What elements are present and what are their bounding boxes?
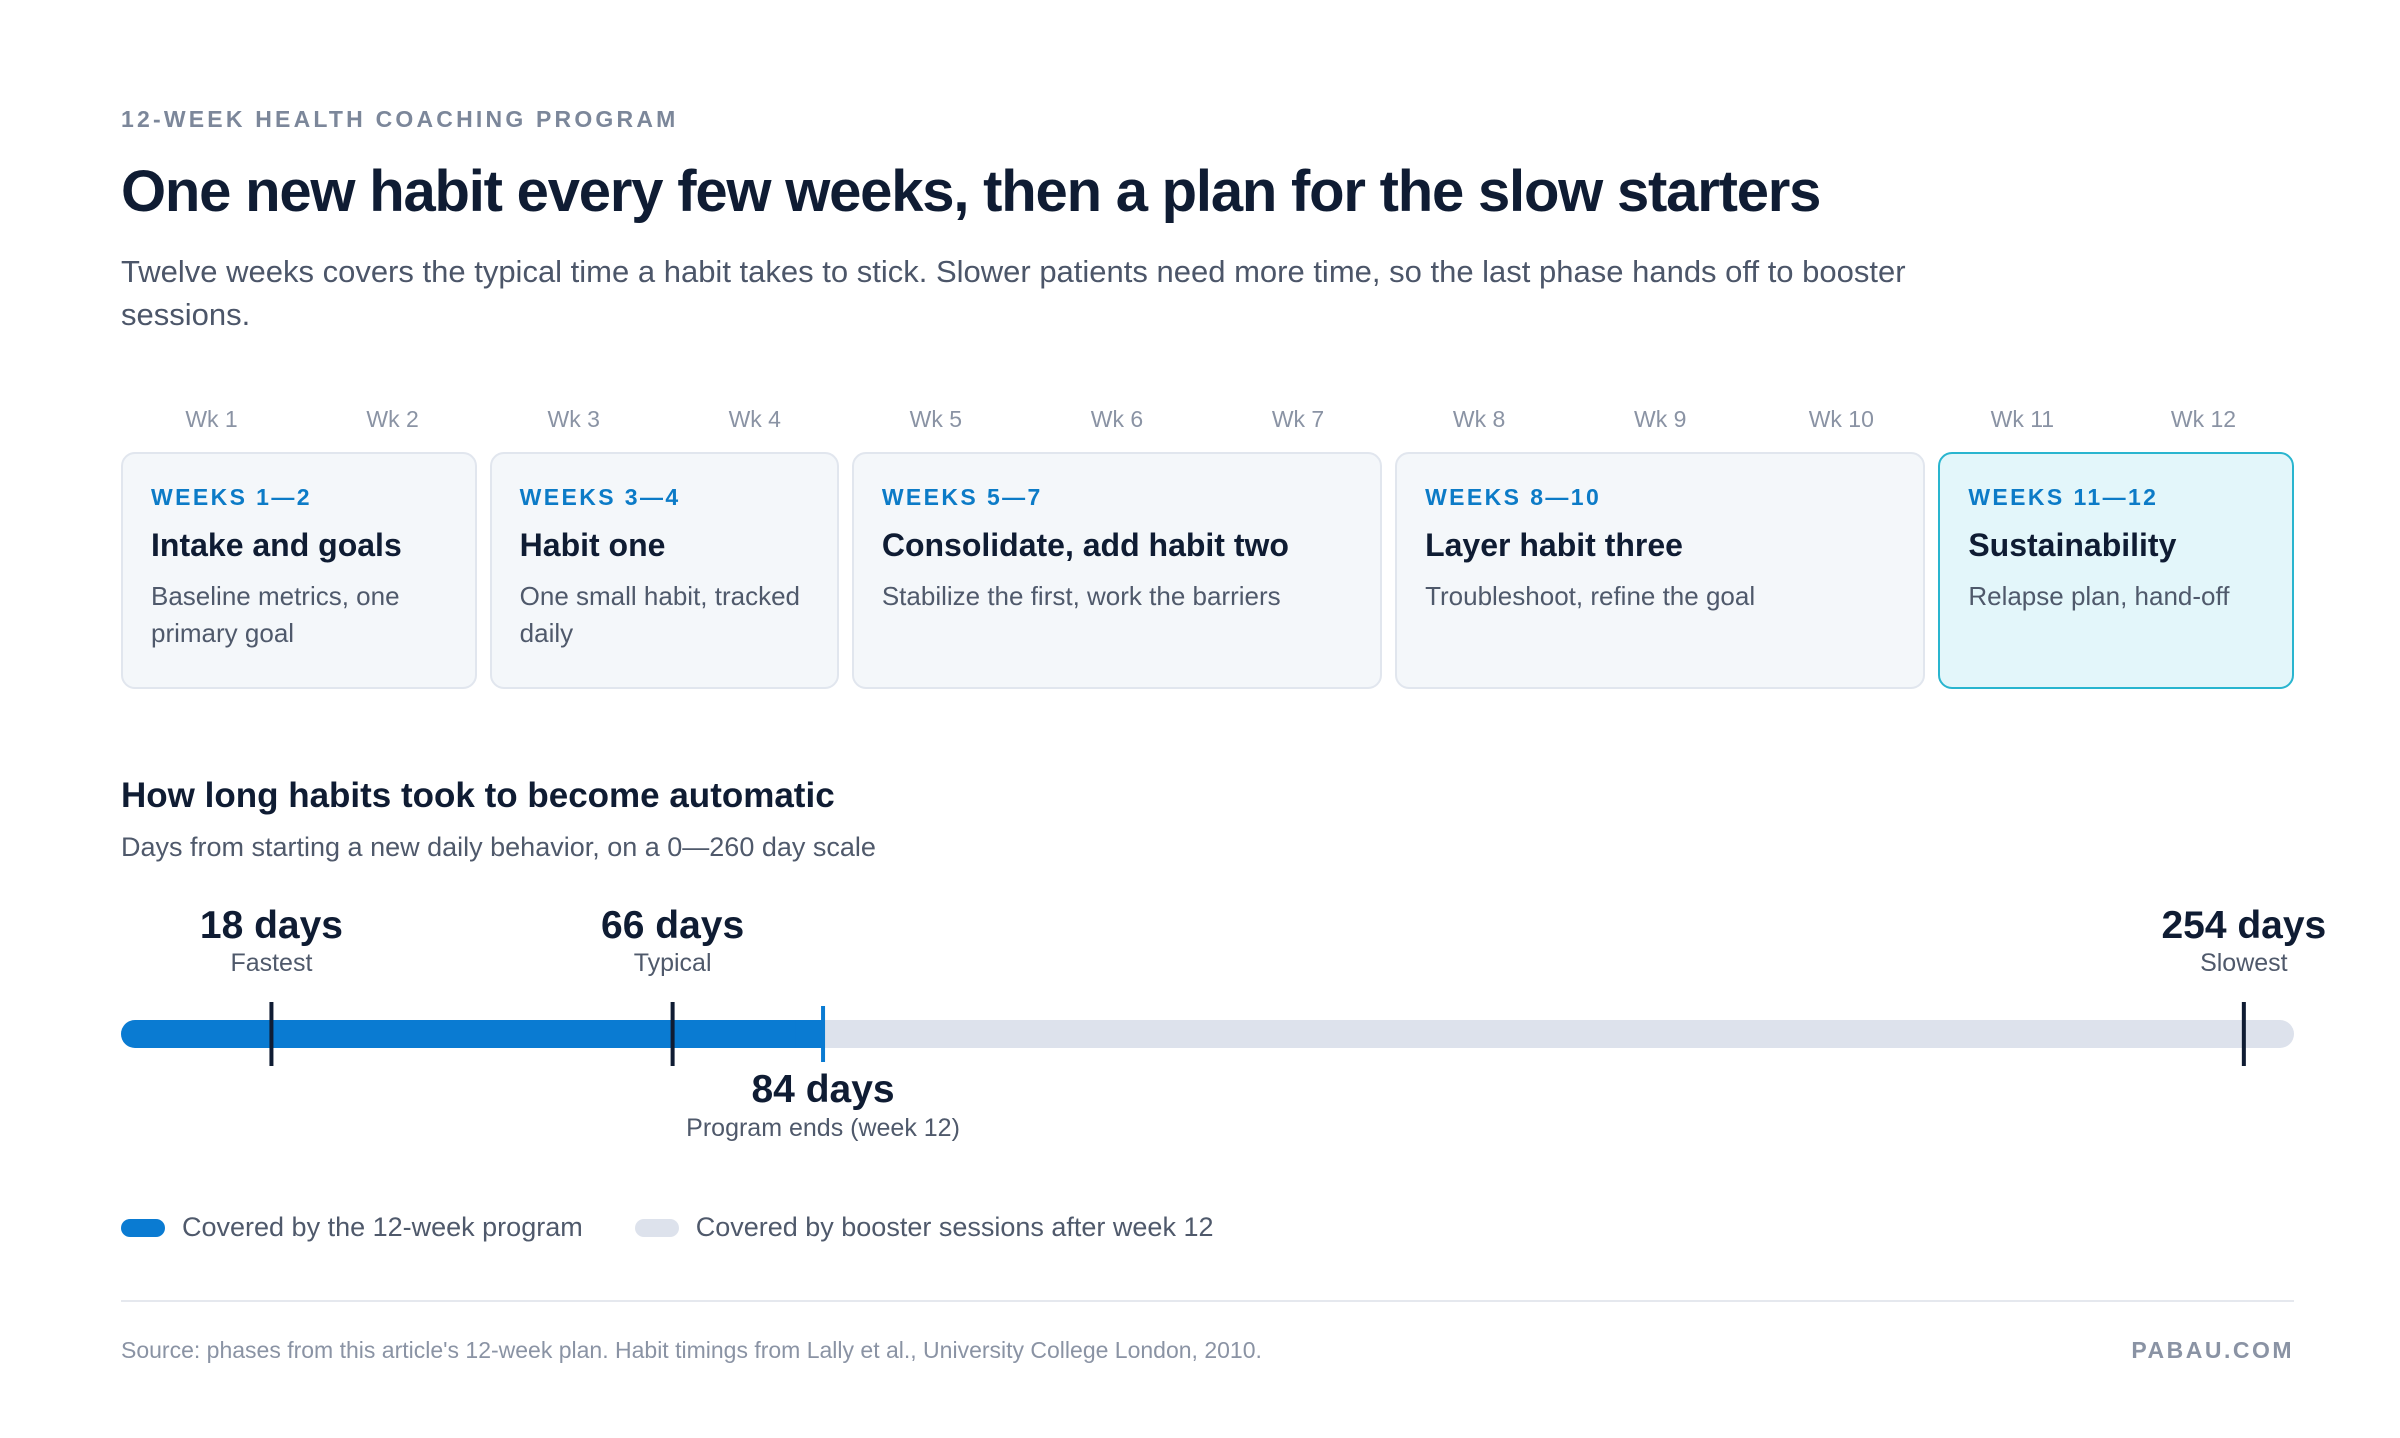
legend-item-booster: Covered by booster sessions after week 1…: [634, 1212, 1214, 1243]
phase-title: Habit one: [519, 527, 666, 563]
legend-swatch-booster: [634, 1218, 679, 1237]
marker-value: 18 days: [200, 904, 343, 947]
phase-desc: Stabilize the first, work the barriers: [881, 581, 1281, 611]
week-label: Wk 11: [1990, 406, 2055, 432]
phase-desc: Baseline metrics, one primary goal: [151, 581, 400, 648]
eyebrow: 12-WEEK HEALTH COACHING PROGRAM: [121, 106, 679, 132]
brand-logo: PABAU.COM: [2131, 1337, 2294, 1363]
program-end-value: 84 days: [751, 1068, 894, 1111]
phase-weeks: WEEKS 11—12: [1968, 484, 2159, 510]
phase-title: Consolidate, add habit two: [881, 527, 1289, 563]
legend-item-program: Covered by the 12-week program: [121, 1212, 583, 1243]
week-label: Wk 8: [1452, 406, 1506, 432]
phase-weeks: WEEKS 5—7: [881, 484, 1043, 510]
habit-duration-chart: 84 days Program ends (week 12) 18 daysFast…: [121, 904, 2326, 1142]
phase-card: WEEKS 1—2 Intake and goals Baseline metric…: [121, 452, 477, 689]
phase-title: Layer habit three: [1425, 527, 1683, 563]
phase-card: WEEKS 8—10 Layer habit three Troubleshoot,…: [1395, 452, 1926, 689]
marker-value: 254 days: [2161, 904, 2326, 947]
phase-weeks: WEEKS 3—4: [519, 484, 681, 510]
chart-legend: Covered by the 12-week program Covered b…: [121, 1212, 1265, 1243]
phase-card: WEEKS 5—7 Consolidate, add habit two Stabi…: [851, 452, 1383, 689]
phase-title: Intake and goals: [151, 527, 402, 563]
chart-subtitle: Days from starting a new daily behavior,…: [121, 832, 876, 862]
phase-desc: One small habit, tracked daily: [519, 581, 801, 648]
week-label: Wk 6: [1090, 406, 1144, 432]
phase-desc: Relapse plan, hand-off: [1968, 581, 2230, 611]
marker-value: 66 days: [601, 904, 744, 947]
marker-caption: Typical: [634, 949, 712, 977]
week-label: Wk 4: [728, 406, 781, 432]
program-coverage-bar-end: [795, 1020, 824, 1048]
program-end-caption: Program ends (week 12): [686, 1114, 960, 1142]
footer-divider: [121, 1300, 2294, 1302]
marker-caption: Slowest: [2200, 949, 2288, 977]
week-label: Wk 1: [185, 406, 238, 432]
phase-weeks: WEEKS 8—10: [1425, 484, 1602, 510]
chart-title: How long habits took to become automatic: [121, 776, 835, 815]
source-note: Source: phases from this article's 12-we…: [121, 1337, 1262, 1363]
week-label: Wk 2: [366, 406, 419, 432]
phase-card: WEEKS 11—12 Sustainability Relapse plan, h…: [1938, 452, 2294, 689]
week-label: Wk 9: [1634, 406, 1687, 432]
legend-label-program: Covered by the 12-week program: [182, 1212, 583, 1242]
marker-caption: Fastest: [230, 949, 312, 977]
legend-label-booster: Covered by booster sessions after week 1…: [695, 1212, 1214, 1242]
page-title: One new habit every few weeks, then a pl…: [121, 159, 1821, 224]
page-subtitle: Twelve weeks covers the typical time a h…: [121, 254, 1906, 332]
week-label: Wk 3: [547, 406, 600, 432]
week-label: Wk 5: [909, 406, 963, 432]
week-label: Wk 10: [1808, 406, 1874, 432]
phase-card: WEEKS 3—4 Habit one One small habit, track…: [489, 452, 839, 689]
phase-weeks: WEEKS 1—2: [151, 484, 312, 510]
week-label: Wk 7: [1271, 406, 1325, 432]
legend-swatch-program: [121, 1218, 165, 1237]
phase-desc: Troubleshoot, refine the goal: [1425, 581, 1756, 611]
phase-title: Sustainability: [1968, 527, 2177, 563]
program-coverage-bar: [121, 1020, 824, 1048]
week-label: Wk 12: [2170, 406, 2237, 432]
